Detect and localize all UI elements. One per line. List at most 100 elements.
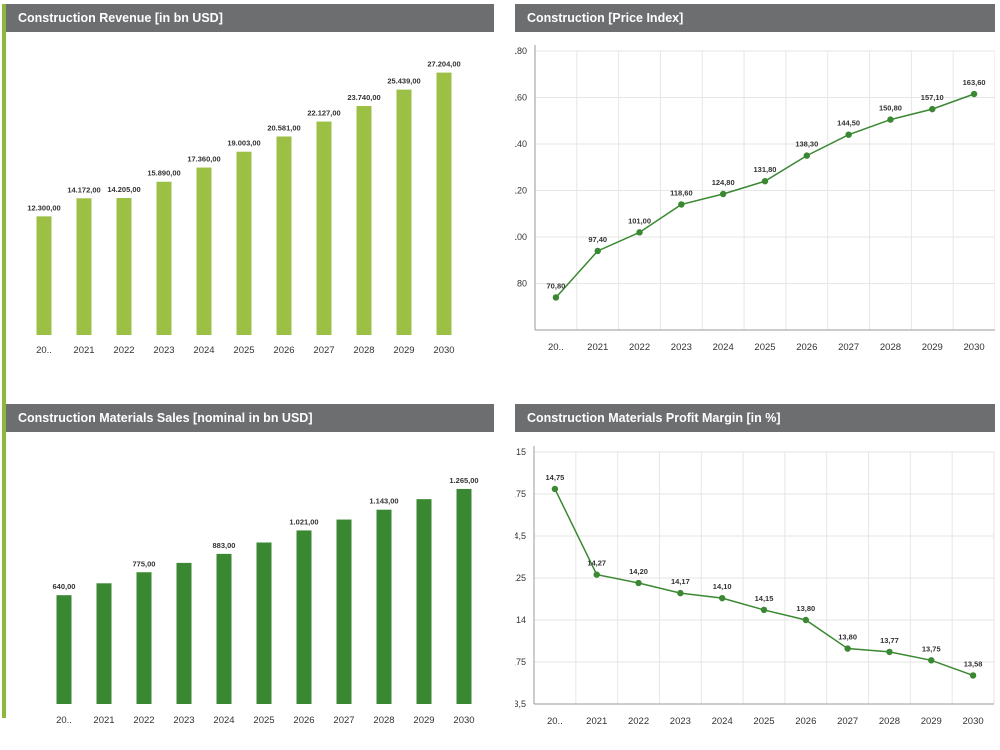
x-tick-label: 20.. <box>547 716 563 727</box>
data-label: 14,20 <box>629 567 648 576</box>
panel-title: Construction [Price Index] <box>515 4 995 32</box>
data-label: 131,80 <box>754 165 777 174</box>
data-point <box>803 152 811 159</box>
bar <box>216 553 232 704</box>
data-label: 14,75 <box>546 473 565 482</box>
data-point <box>970 90 978 98</box>
data-point <box>887 116 894 123</box>
data-label: 144,50 <box>837 119 860 128</box>
bar <box>196 167 212 335</box>
x-tick-label: 2027 <box>838 342 859 353</box>
bar <box>256 542 272 704</box>
data-label: 70,80 <box>547 281 566 290</box>
x-tick-label: 2021 <box>586 716 607 727</box>
x-tick-label: 2026 <box>273 345 294 356</box>
data-point <box>677 589 684 597</box>
x-tick-label: 2027 <box>333 715 354 726</box>
x-tick-label: 2025 <box>253 715 274 726</box>
data-point <box>678 201 685 208</box>
data-point <box>845 131 852 138</box>
data-label: 27.204,00 <box>427 60 460 69</box>
bar <box>396 89 412 335</box>
data-label: 101,00 <box>628 216 651 225</box>
x-tick-label: 2025 <box>233 345 254 356</box>
y-tick-label: 13,75 <box>515 657 526 667</box>
y-tick-label: 80 <box>517 279 527 289</box>
data-label: 775,00 <box>133 559 156 568</box>
data-point <box>551 485 559 493</box>
data-point <box>760 606 768 614</box>
x-tick-label: 2021 <box>587 342 608 353</box>
data-label: 163,60 <box>963 78 986 87</box>
y-tick-label: 120 <box>515 186 527 196</box>
x-tick-label: 2029 <box>922 342 943 353</box>
panel-title: Construction Revenue [in bn USD] <box>6 4 494 32</box>
data-label: 12.300,00 <box>27 203 60 212</box>
y-tick-label: 180 <box>515 46 527 56</box>
data-label: 13,75 <box>922 644 941 653</box>
revenue-bar-chart: 12.300,00 20.. 14.172,00 2021 14.205,00 2022 1… <box>27 60 460 356</box>
bar <box>296 530 312 704</box>
bar <box>116 197 132 335</box>
data-point <box>886 648 893 656</box>
y-tick-label: 14 <box>516 615 526 625</box>
data-label: 19.003,00 <box>227 139 260 148</box>
x-tick-label: 2029 <box>921 716 942 727</box>
panel-revenue: Construction Revenue [in bn USD] 12.300,… <box>6 4 494 362</box>
data-label: 1.265,00 <box>449 476 478 485</box>
data-label: 14.205,00 <box>107 185 140 194</box>
data-label: 14,10 <box>713 582 732 591</box>
x-tick-label: 2024 <box>713 342 734 353</box>
data-point <box>593 571 600 578</box>
y-tick-label: 160 <box>515 93 527 103</box>
data-label: 1.143,00 <box>369 497 398 506</box>
panel-price-index: Construction [Price Index] 80 100 120 140 16… <box>515 4 995 362</box>
data-point <box>928 657 935 664</box>
x-tick-label: 2026 <box>796 342 817 353</box>
x-tick-label: 20.. <box>36 345 52 356</box>
data-label: 640,00 <box>53 582 76 591</box>
data-label: 13,80 <box>796 604 815 613</box>
bar <box>236 151 252 335</box>
bar <box>456 488 472 704</box>
bar <box>416 499 432 704</box>
data-point <box>635 579 642 587</box>
data-label: 118,60 <box>670 188 693 197</box>
x-tick-label: 2024 <box>193 345 214 356</box>
data-label: 14,17 <box>671 577 690 586</box>
y-tick-label: 14,25 <box>515 573 526 583</box>
data-point <box>719 190 727 198</box>
x-tick-label: 2022 <box>629 342 650 353</box>
x-tick-label: 2022 <box>133 715 154 726</box>
x-tick-label: 2029 <box>393 345 414 356</box>
x-tick-label: 2025 <box>753 716 774 727</box>
panel-profit-margin: Construction Materials Profit Margin [in… <box>515 404 995 744</box>
bar <box>36 216 52 335</box>
bar <box>316 121 332 335</box>
data-label: 17.360,00 <box>187 155 220 164</box>
data-label: 883,00 <box>213 541 236 550</box>
data-label: 1.021,00 <box>289 517 318 526</box>
bar <box>56 595 72 704</box>
bar <box>436 72 452 335</box>
x-tick-label: 2028 <box>880 342 901 353</box>
data-label: 13,80 <box>838 633 857 642</box>
x-tick-label: 2030 <box>453 715 474 726</box>
x-tick-label: 2024 <box>213 715 234 726</box>
x-tick-label: 2027 <box>837 716 858 727</box>
x-tick-label: 2028 <box>353 345 374 356</box>
data-label: 14.172,00 <box>67 185 100 194</box>
y-tick-label: 140 <box>515 139 527 149</box>
x-tick-label: 2026 <box>293 715 314 726</box>
x-tick-label: 2021 <box>73 345 94 356</box>
data-point <box>844 645 851 652</box>
data-label: 14,15 <box>755 594 774 603</box>
bar <box>156 181 172 335</box>
x-tick-label: 20.. <box>56 715 72 726</box>
data-label: 13,77 <box>880 636 899 645</box>
bar <box>376 509 392 704</box>
x-tick-label: 2026 <box>795 716 816 727</box>
bar <box>356 106 372 336</box>
price-index-line-chart: 80 100 120 140 160 180 70,80 20.. 97,40 2021 101,0… <box>515 45 995 353</box>
y-tick-label: 13,5 <box>515 699 526 709</box>
